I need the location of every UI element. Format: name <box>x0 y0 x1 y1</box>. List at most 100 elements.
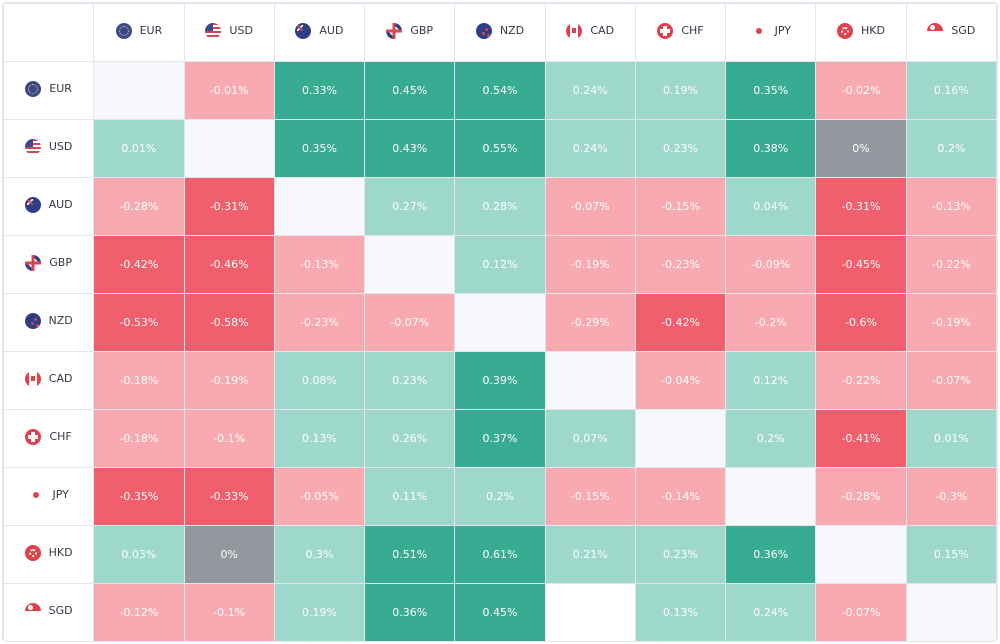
heatmap-cell[interactable]: -0.01% <box>183 61 275 120</box>
column-header-sgd[interactable]: SGD <box>905 3 997 62</box>
heatmap-cell[interactable]: 0% <box>183 525 275 584</box>
heatmap-cell[interactable]: 0.2% <box>725 409 817 468</box>
heatmap-cell[interactable]: 0.15% <box>905 525 997 584</box>
row-header-nzd[interactable]: NZD <box>3 293 95 352</box>
heatmap-cell[interactable]: -0.18% <box>93 351 185 410</box>
heatmap-cell[interactable]: -0.14% <box>634 467 727 526</box>
column-header-chf[interactable]: CHF <box>634 3 727 62</box>
heatmap-cell[interactable]: -0.05% <box>273 467 366 526</box>
heatmap-cell[interactable]: 0.45% <box>454 583 546 641</box>
row-header-jpy[interactable]: JPY <box>3 467 95 526</box>
heatmap-cell[interactable]: 0.08% <box>273 351 366 410</box>
heatmap-cell[interactable]: -0.23% <box>634 235 727 294</box>
heatmap-cell[interactable]: 0.13% <box>634 583 727 641</box>
heatmap-cell[interactable]: -0.22% <box>815 351 907 410</box>
column-header-gbp[interactable]: GBP <box>364 3 456 62</box>
heatmap-cell[interactable]: 0.37% <box>454 409 546 468</box>
heatmap-cell[interactable]: 0.27% <box>364 177 456 236</box>
heatmap-cell[interactable]: 0.51% <box>364 525 456 584</box>
heatmap-cell[interactable]: 0.16% <box>905 61 997 120</box>
heatmap-cell[interactable]: 0.01% <box>905 409 997 468</box>
heatmap-cell[interactable]: -0.22% <box>905 235 997 294</box>
heatmap-cell[interactable]: 0.33% <box>273 61 366 120</box>
heatmap-cell[interactable]: 0.28% <box>454 177 546 236</box>
heatmap-cell[interactable]: 0.36% <box>364 583 456 641</box>
heatmap-cell[interactable]: 0.2% <box>905 119 997 178</box>
heatmap-cell[interactable]: -0.46% <box>183 235 275 294</box>
heatmap-cell[interactable]: 0.03% <box>93 525 185 584</box>
heatmap-cell[interactable]: -0.31% <box>815 177 907 236</box>
heatmap-cell[interactable]: -0.07% <box>364 293 456 352</box>
column-header-usd[interactable]: USD <box>183 3 275 62</box>
row-header-usd[interactable]: USD <box>3 119 95 178</box>
heatmap-cell[interactable]: 0.2% <box>454 467 546 526</box>
heatmap-cell[interactable]: 0% <box>815 119 907 178</box>
heatmap-cell[interactable]: -0.42% <box>93 235 185 294</box>
heatmap-cell[interactable]: -0.18% <box>93 409 185 468</box>
heatmap-cell[interactable]: -0.09% <box>725 235 817 294</box>
heatmap-cell[interactable]: -0.31% <box>183 177 275 236</box>
heatmap-cell[interactable]: -0.28% <box>93 177 185 236</box>
heatmap-cell[interactable]: -0.19% <box>544 235 636 294</box>
heatmap-cell[interactable]: 0.55% <box>454 119 546 178</box>
heatmap-cell[interactable]: -0.1% <box>183 409 275 468</box>
row-header-chf[interactable]: CHF <box>3 409 95 468</box>
heatmap-cell[interactable]: -0.42% <box>634 293 727 352</box>
column-header-hkd[interactable]: HKD <box>815 3 907 62</box>
column-header-cad[interactable]: CAD <box>544 3 636 62</box>
heatmap-cell[interactable]: -0.15% <box>634 177 727 236</box>
heatmap-cell[interactable]: 0.61% <box>454 525 546 584</box>
heatmap-cell[interactable]: -0.13% <box>905 177 997 236</box>
heatmap-cell[interactable]: 0.36% <box>725 525 817 584</box>
heatmap-cell[interactable]: -0.45% <box>815 235 907 294</box>
heatmap-cell[interactable]: -0.15% <box>544 467 636 526</box>
heatmap-cell[interactable]: 0.21% <box>544 525 636 584</box>
heatmap-cell[interactable]: -0.19% <box>905 293 997 352</box>
heatmap-cell[interactable]: -0.6% <box>815 293 907 352</box>
heatmap-cell[interactable]: -0.07% <box>905 351 997 410</box>
heatmap-cell[interactable]: -0.1% <box>183 583 275 641</box>
row-header-sgd[interactable]: SGD <box>3 583 95 641</box>
heatmap-cell[interactable]: 0.12% <box>454 235 546 294</box>
heatmap-cell[interactable]: -0.04% <box>634 351 727 410</box>
row-header-aud[interactable]: AUD <box>3 177 95 236</box>
heatmap-cell[interactable]: -0.12% <box>93 583 185 641</box>
heatmap-cell[interactable]: 0.24% <box>544 61 636 120</box>
heatmap-cell[interactable]: 0.19% <box>273 583 366 641</box>
heatmap-cell[interactable]: -0.02% <box>815 61 907 120</box>
heatmap-cell[interactable]: -0.07% <box>544 177 636 236</box>
heatmap-cell[interactable]: 0.35% <box>273 119 366 178</box>
heatmap-cell[interactable]: -0.13% <box>273 235 366 294</box>
heatmap-cell[interactable]: -0.53% <box>93 293 185 352</box>
heatmap-cell[interactable]: 0.45% <box>364 61 456 120</box>
row-header-eur[interactable]: EUR <box>3 61 95 120</box>
column-header-eur[interactable]: EUR <box>93 3 185 62</box>
row-header-hkd[interactable]: HKD <box>3 525 95 584</box>
column-header-nzd[interactable]: NZD <box>454 3 546 62</box>
heatmap-cell[interactable]: 0.23% <box>634 119 727 178</box>
heatmap-cell[interactable]: 0.38% <box>725 119 817 178</box>
heatmap-cell[interactable]: 0.13% <box>273 409 366 468</box>
heatmap-cell[interactable]: -0.23% <box>273 293 366 352</box>
column-header-jpy[interactable]: JPY <box>725 3 817 62</box>
heatmap-cell[interactable]: -0.35% <box>93 467 185 526</box>
heatmap-cell[interactable]: -0.3% <box>905 467 997 526</box>
column-header-aud[interactable]: AUD <box>273 3 366 62</box>
heatmap-cell[interactable]: 0.43% <box>364 119 456 178</box>
heatmap-cell[interactable]: 0.35% <box>725 61 817 120</box>
heatmap-cell[interactable]: -0.33% <box>183 467 275 526</box>
heatmap-cell[interactable]: 0.3% <box>273 525 366 584</box>
heatmap-cell[interactable]: 0.26% <box>364 409 456 468</box>
heatmap-cell[interactable]: -0.41% <box>815 409 907 468</box>
heatmap-cell[interactable]: 0.04% <box>725 177 817 236</box>
row-header-cad[interactable]: CAD <box>3 351 95 410</box>
heatmap-cell[interactable]: 0.07% <box>544 409 636 468</box>
heatmap-cell[interactable]: 0.39% <box>454 351 546 410</box>
row-header-gbp[interactable]: GBP <box>3 235 95 294</box>
heatmap-cell[interactable]: 0.01% <box>93 119 185 178</box>
heatmap-cell[interactable]: -0.58% <box>183 293 275 352</box>
heatmap-cell[interactable]: -0.19% <box>183 351 275 410</box>
heatmap-cell[interactable]: 0.19% <box>634 61 727 120</box>
heatmap-cell[interactable]: 0.23% <box>364 351 456 410</box>
heatmap-cell[interactable]: 0.24% <box>725 583 817 641</box>
